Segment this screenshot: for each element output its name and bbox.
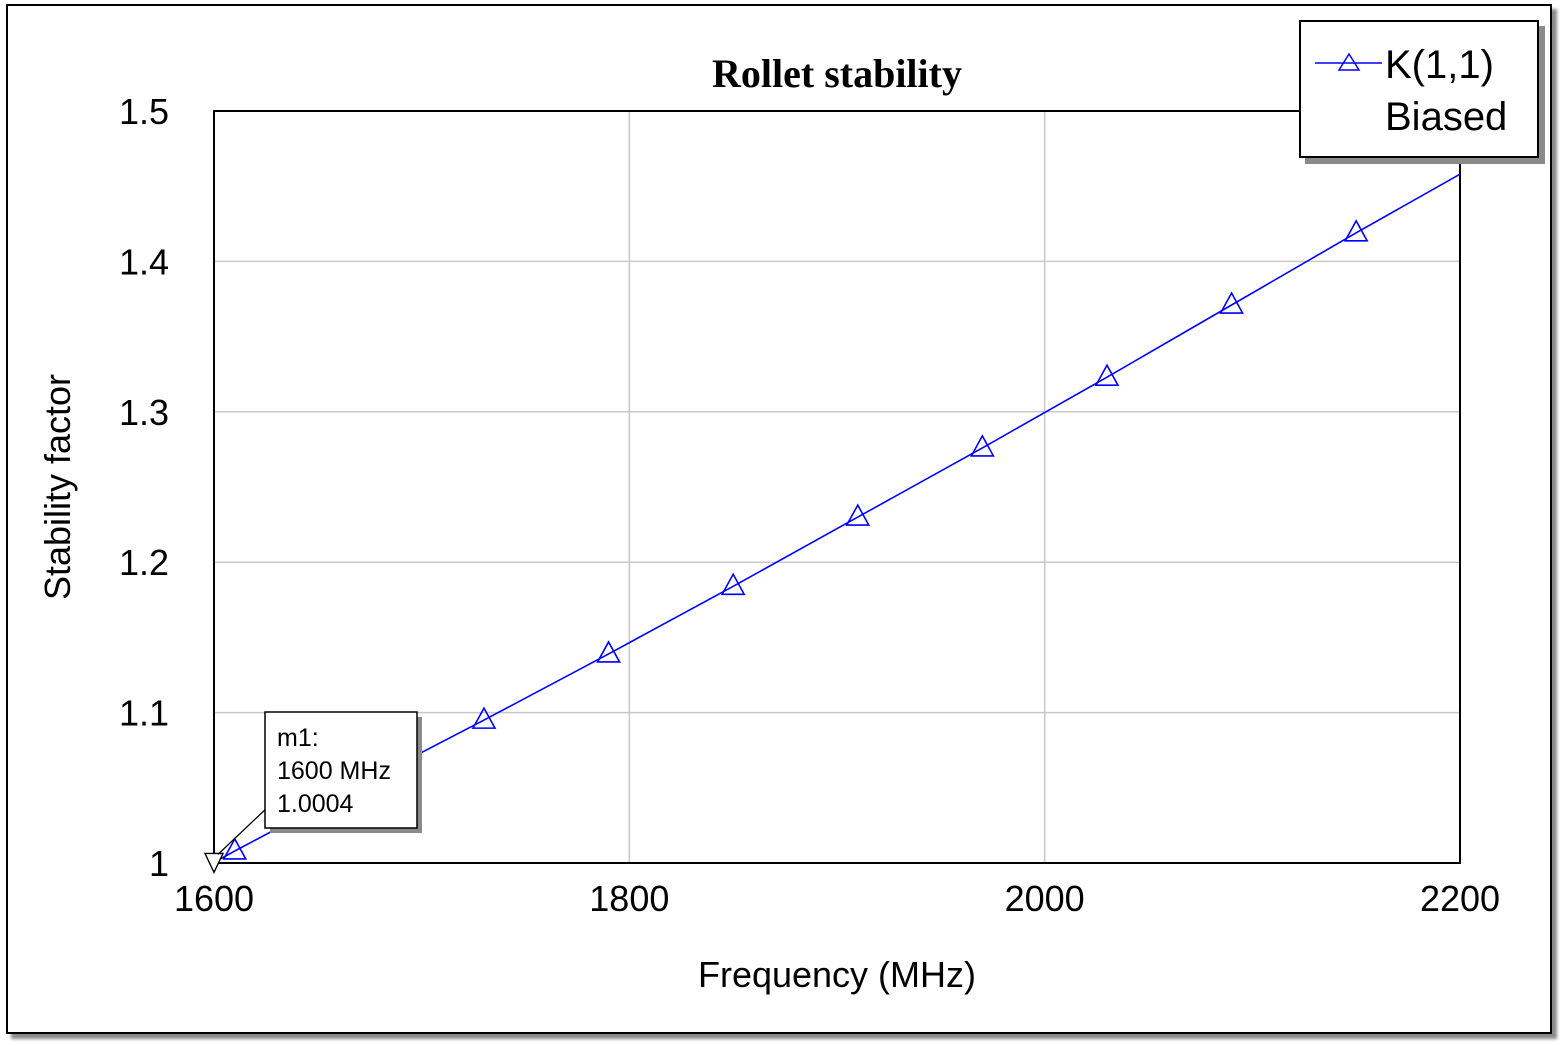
plot-border (213, 110, 1461, 864)
marker-label-line: m1: (277, 724, 319, 752)
data-point-marker (1094, 363, 1120, 387)
y-tick-label: 1.1 (119, 693, 169, 734)
legend: K(1,1) Biased (1299, 20, 1545, 164)
data-point-marker (596, 640, 621, 663)
marker-triangle-icon (203, 852, 225, 875)
grid (214, 111, 1460, 863)
y-tick-label: 1.2 (119, 542, 169, 583)
marker-leader-line (217, 805, 270, 855)
chart-title: Rollet stability (712, 51, 962, 96)
data-point-marker (970, 434, 995, 457)
y-tick-label: 1.3 (119, 392, 169, 433)
marker-box (264, 711, 418, 829)
x-tick-label: 2000 (1005, 878, 1085, 919)
legend-triangle-icon (1337, 52, 1361, 71)
legend-series-label: K(1,1) (1385, 43, 1494, 87)
axes: 1600 1800 2000 2200 1 1.1 1.2 1.3 1.4 1.5 (119, 91, 1500, 919)
x-tick-label: 1600 (174, 878, 254, 919)
x-axis-title: Frequency (MHz) (698, 954, 976, 995)
data-point-marker (1343, 219, 1369, 242)
data-point-marker (222, 837, 248, 860)
legend-box (1299, 20, 1539, 158)
legend-series-label-line2: Biased (1385, 95, 1507, 139)
y-axis-title: Stability factor (37, 374, 78, 600)
y-tick-label: 1.4 (119, 241, 169, 282)
marker-label-line: 1600 MHz (277, 757, 391, 785)
x-tick-label: 2200 (1420, 878, 1500, 919)
data-point-marker (471, 706, 497, 729)
data-point-marker (720, 572, 746, 596)
marker-label-line: 1.0004 (277, 790, 354, 818)
data-point-marker (1219, 291, 1244, 314)
data-point-marker (845, 503, 871, 526)
y-tick-label: 1 (149, 843, 169, 884)
y-tick-label: 1.5 (119, 91, 169, 132)
marker-annotation: m1: 1600 MHz 1.0004 (203, 711, 422, 875)
x-tick-label: 1800 (589, 878, 669, 919)
